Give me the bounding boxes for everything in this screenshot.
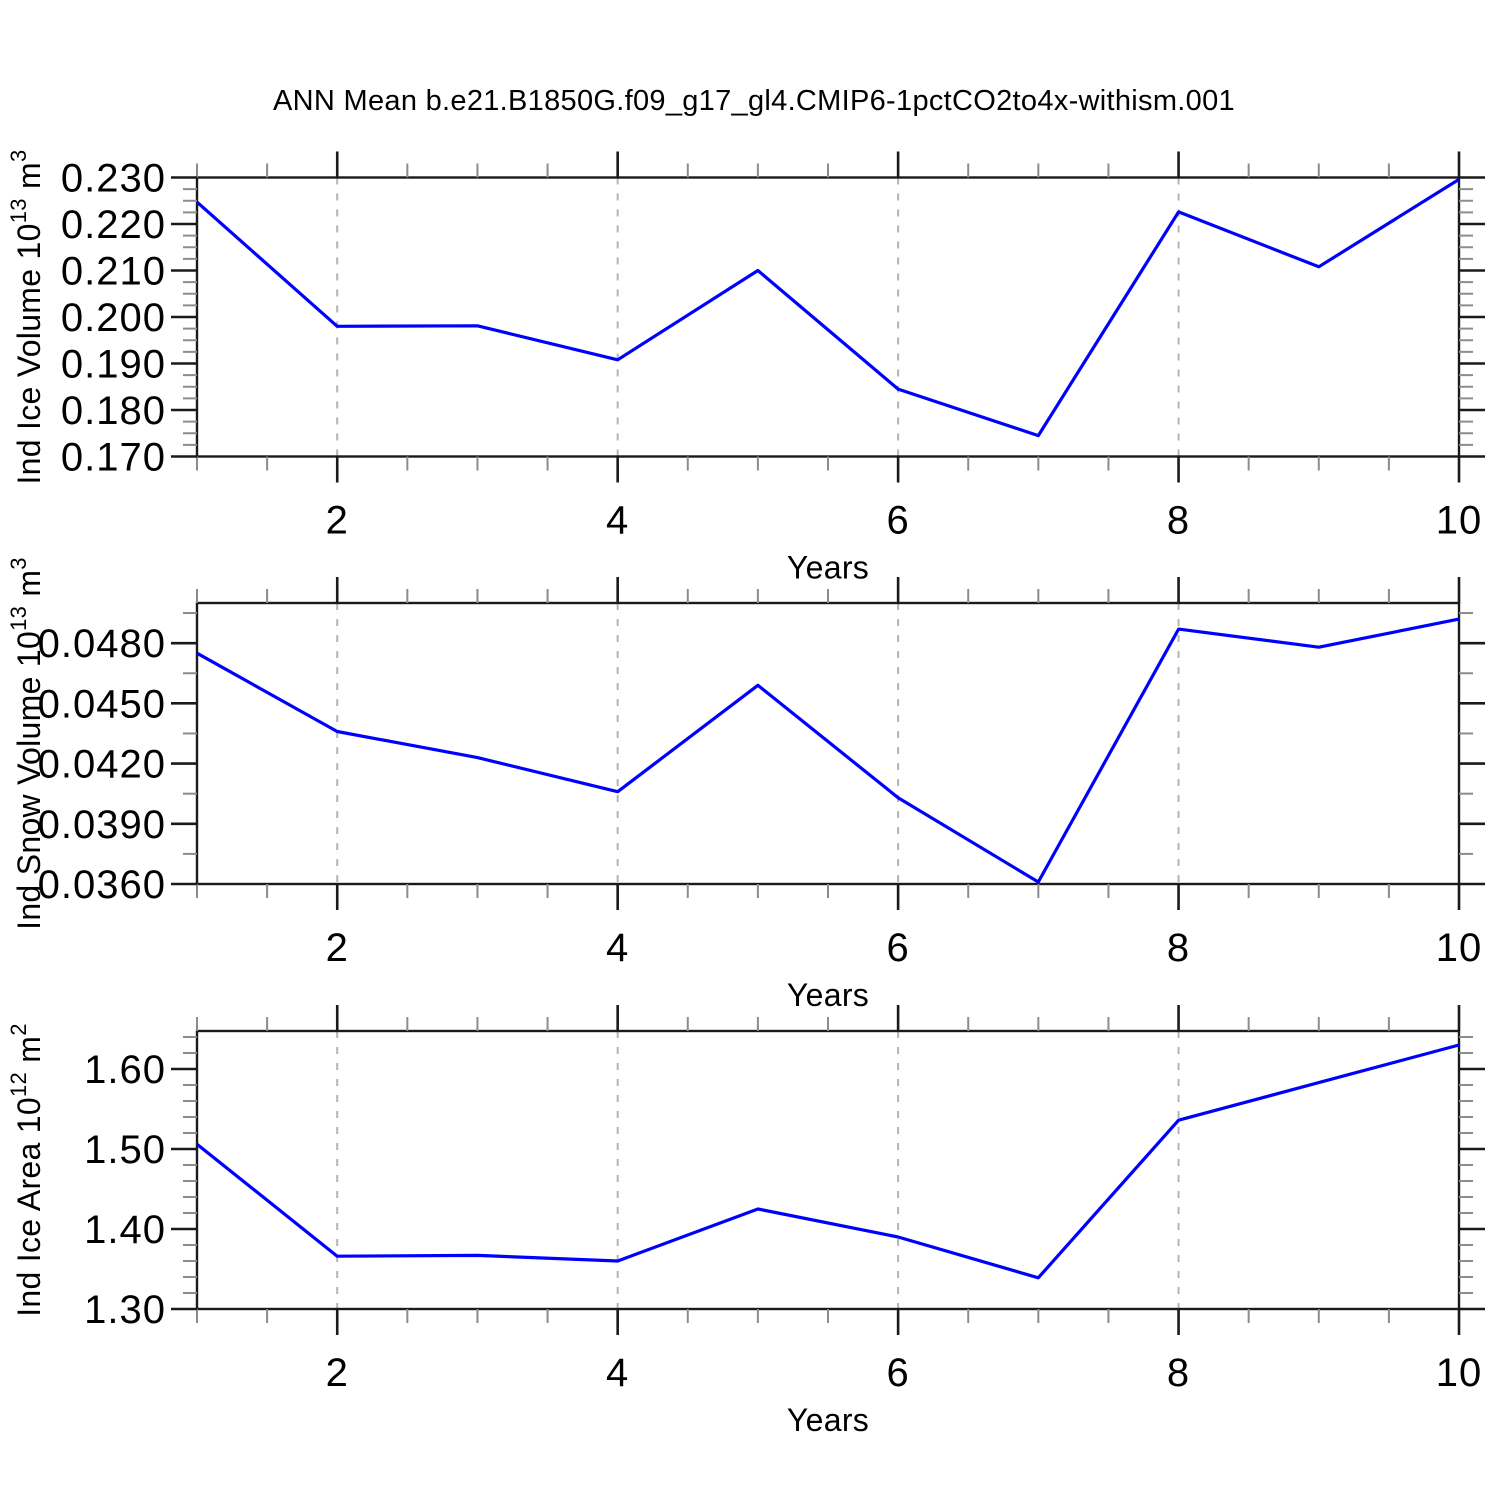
- x-tick-label: 10: [1436, 499, 1483, 543]
- y-tick-label: 0.0450: [38, 682, 166, 726]
- y-tick-label: 1.60: [84, 1048, 166, 1092]
- x-axis-title: Years: [787, 977, 869, 1013]
- plot-frame: [195, 176, 1461, 458]
- x-tick-label: 2: [326, 926, 349, 970]
- x-ticks: [196, 577, 1461, 910]
- data-line: [196, 1043, 1460, 1280]
- y-tick-label: 0.0420: [38, 743, 166, 787]
- x-tick-label: 10: [1436, 926, 1483, 970]
- y-ticks: [171, 176, 1485, 458]
- y-tick-label: 0.180: [61, 389, 166, 433]
- y-tick-label: 1.50: [84, 1128, 166, 1172]
- y-ticks: [171, 612, 1485, 886]
- x-tick-label: 4: [606, 926, 629, 970]
- panel-2: 2 4 6 8 10 0.0360 0.0390 0.0420 0.0450 0.0480 Year…: [6, 557, 1485, 1013]
- x-tick-label: 4: [606, 1351, 629, 1395]
- y-tick-label: 0.200: [61, 296, 166, 340]
- x-tick-label: 2: [326, 499, 349, 543]
- x-tick-label: 8: [1167, 1351, 1190, 1395]
- y-tick-label: 0.0480: [38, 622, 166, 666]
- panel-3: 2 4 6 8 10 1.30 1.40 1.50 1.60 Years Ind Ice Area …: [6, 1005, 1485, 1438]
- y-tick-label: 0.230: [61, 157, 166, 201]
- y-tick-label: 0.170: [61, 436, 166, 480]
- plot-frame: [195, 1029, 1461, 1311]
- x-tick-label: 6: [886, 1351, 909, 1395]
- x-ticks: [196, 151, 1461, 483]
- y-tick-label: 0.190: [61, 343, 166, 387]
- y-tick-label: 1.30: [84, 1288, 166, 1332]
- x-axis-title: Years: [787, 1402, 869, 1438]
- panel-1: 2 4 6 8 10 0.1700.1800.1900.2000.2100.2200.23…: [6, 149, 1485, 586]
- x-tick-label: 2: [326, 1351, 349, 1395]
- y-axis-title: Ind Ice Area 1012 m2: [6, 1023, 47, 1317]
- y-axis-title: Ind Ice Volume 1013 m3: [6, 149, 47, 484]
- chart-title: ANN Mean b.e21.B1850G.f09_g17_gl4.CMIP6-…: [273, 85, 1235, 117]
- y-tick-label: 0.210: [61, 250, 166, 294]
- y-tick-label: 0.0390: [38, 803, 166, 847]
- x-tick-label: 4: [606, 499, 629, 543]
- y-tick-label: 0.220: [61, 203, 166, 247]
- y-ticks: [171, 1036, 1485, 1311]
- data-line: [196, 617, 1460, 884]
- y-tick-label: 0.0360: [38, 863, 166, 907]
- x-ticks: [196, 1005, 1461, 1335]
- data-line: [195, 178, 1460, 438]
- x-tick-label: 10: [1436, 1351, 1483, 1395]
- y-tick-label: 1.40: [84, 1208, 166, 1252]
- y-axis-title: Ind Snow Volume 1013 m3: [6, 557, 47, 930]
- x-tick-label: 8: [1167, 499, 1190, 543]
- x-tick-label: 8: [1167, 926, 1190, 970]
- x-tick-label: 6: [886, 926, 909, 970]
- x-tick-label: 6: [886, 499, 909, 543]
- x-axis-title: Years: [787, 550, 869, 586]
